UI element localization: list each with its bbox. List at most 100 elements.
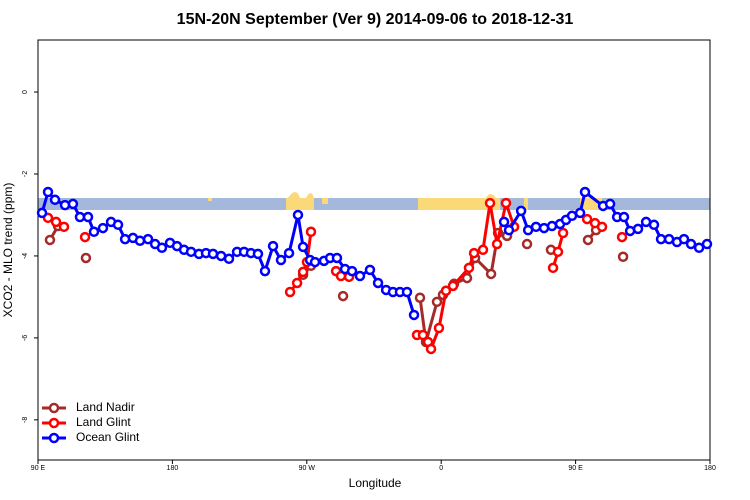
data-point [461,272,473,284]
data-point [112,219,124,231]
x-tick-label: 90 E [568,465,583,472]
x-tick-label: 180 [167,465,179,472]
legend-label: Land Glint [76,415,131,429]
data-point [685,238,697,250]
data-point [582,234,594,246]
plot-frame [37,39,711,461]
data-point [414,292,426,303]
x-tick-label: 90 E [31,465,46,472]
data-point [44,234,56,246]
data-point [42,186,54,198]
data-point [468,247,480,259]
x-tick-label: 90 W [299,465,316,472]
data-point [305,226,317,238]
data-point [354,270,366,282]
data-point [617,251,629,263]
data-point [440,285,452,297]
land-strip [486,194,496,198]
data-point [292,209,304,221]
data-point [417,329,429,341]
map-strip [38,192,710,210]
data-point [498,216,510,228]
data-point [284,286,296,298]
data-point [463,262,475,274]
data-point [283,247,295,259]
data-point [275,254,287,266]
data-point [618,211,630,223]
data-point [267,240,279,252]
land-strip [322,198,328,204]
data-point [503,224,515,236]
data-point [552,246,564,258]
data-point [207,248,219,260]
data-point [67,198,79,210]
data-point [701,238,713,250]
y-tick-label: 0 [22,90,29,94]
data-point [156,242,168,253]
data-point [142,233,154,245]
data-point [134,235,146,247]
data-point [364,264,376,276]
data-point [425,343,437,355]
data-point [223,253,235,265]
data-point [596,221,608,233]
y-axis-label: XCO2 - MLO trend (ppm) [1,183,15,318]
data-point [337,290,349,302]
data-point [485,268,497,280]
legend-label: Ocean Glint [76,430,140,444]
data-point [547,262,559,274]
data-point [648,219,660,231]
data-point [655,233,667,245]
y-tick-label: -4 [22,253,29,259]
legend-marker [48,432,60,444]
data-point [433,322,445,334]
data-point [88,226,100,238]
data-point [579,186,591,198]
legend-marker [48,417,60,429]
data-point [80,252,92,264]
x-axis-label: Longitude [349,476,402,490]
data-point [372,277,384,289]
data-point [581,213,593,225]
data-point [331,252,343,264]
data-point [259,265,271,277]
data-point [530,221,542,233]
data-point [50,216,62,228]
data-point [401,286,413,298]
y-tick-label: -6 [22,335,29,341]
land-strip [208,198,212,201]
data-point [521,238,533,250]
land-strip [286,198,314,210]
legend-label: Land Nadir [76,400,135,414]
data-point [566,210,578,222]
data-point [309,256,321,268]
legend-marker [48,402,60,414]
y-tick-label: -2 [22,171,29,177]
data-point [291,277,303,289]
data-point [346,265,358,277]
data-point [297,266,309,278]
data-point [36,207,48,219]
chart-title: 15N-20N September (Ver 9) 2014-09-06 to … [177,11,574,28]
data-point [79,231,91,243]
data-point [477,244,489,256]
data-point [616,231,628,243]
data-point [491,238,503,250]
data-point [447,280,459,292]
data-point [59,199,71,211]
data-point [574,207,586,219]
data-point [297,241,309,253]
series-line [40,189,416,316]
land-strip [418,198,500,210]
x-tick-label: 180 [704,465,716,472]
data-point [119,233,131,245]
data-point [693,242,705,253]
data-point [604,198,616,210]
data-point [632,223,644,235]
x-tick-label: 0 [439,465,443,472]
data-point [49,194,61,206]
y-tick-label: -8 [22,417,29,423]
data-point [484,197,496,209]
ocean-strip [38,198,710,210]
